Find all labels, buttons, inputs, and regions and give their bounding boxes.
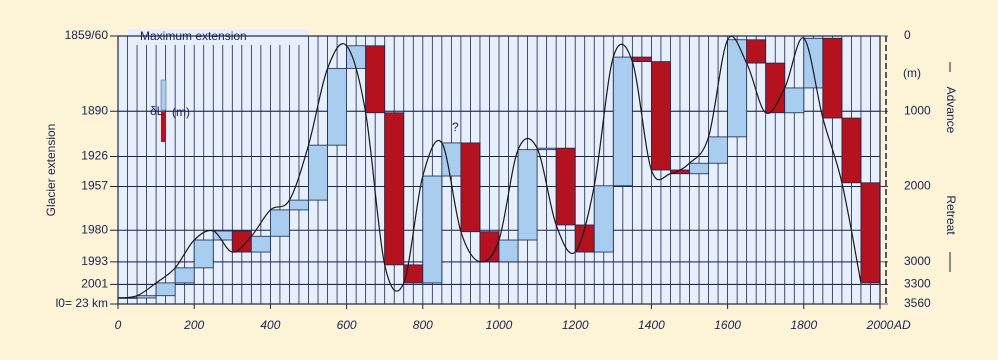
annotation-box: [128, 29, 308, 45]
x-tick-label: 200: [183, 318, 204, 332]
bar-advance: [536, 147, 557, 151]
bar-advance: [155, 282, 176, 297]
legend-advance: [160, 79, 167, 111]
bar-retreat: [555, 147, 576, 226]
y-tick-label: 1890: [81, 103, 108, 117]
bar-advance: [422, 175, 443, 284]
y2-tick-label: 0: [904, 28, 911, 42]
bars: [118, 37, 881, 299]
bar-retreat: [860, 182, 881, 284]
bar-retreat: [822, 37, 843, 119]
y-tick-label: 1980: [81, 222, 108, 236]
bar-advance: [612, 56, 633, 187]
x-tick-label: 400: [260, 318, 280, 332]
y2-tick-label: 3300: [904, 277, 931, 291]
smoothed-curve: [117, 35, 862, 299]
y2-label-advance: Advance: [944, 87, 958, 134]
y2-tick-label: 2000: [904, 179, 931, 193]
legend-retreat: [161, 112, 166, 142]
axes: 1859/60 1890 1926 1957 1980 1993 2001 l0= 23 km…: [56, 28, 931, 332]
x-tick-label: 1400: [638, 318, 665, 332]
bar-retreat: [841, 117, 862, 184]
y-tick-label: 2001: [81, 277, 108, 291]
x-suffix: AD: [893, 318, 911, 332]
bar-advance: [250, 235, 271, 253]
y2-label-retreat: Retreat: [944, 195, 958, 235]
bar-advance: [269, 209, 290, 237]
x-tick-label: 0: [115, 318, 122, 332]
bar-retreat: [631, 56, 652, 62]
bar-advance: [593, 185, 614, 253]
bar-advance: [174, 267, 195, 284]
y-tick-label: 1993: [81, 254, 108, 268]
bar-retreat: [765, 62, 786, 114]
y-tick-label: 1859/60: [65, 28, 109, 42]
bar-advance: [784, 87, 805, 114]
bar-advance: [517, 149, 538, 241]
y-tick-label: 1957: [81, 179, 108, 193]
bar-retreat: [365, 45, 386, 114]
question-mark: ?: [452, 120, 459, 134]
bar-advance: [498, 239, 519, 263]
bar-retreat: [651, 61, 671, 171]
bar-retreat: [460, 142, 481, 233]
bar-retreat: [746, 39, 767, 64]
bar-advance: [327, 67, 347, 146]
x-tick-label: 1800: [790, 318, 817, 332]
bar-retreat: [384, 112, 405, 266]
x-tick-label: 1200: [562, 318, 589, 332]
bar-advance: [136, 295, 157, 299]
bar-advance: [727, 39, 748, 138]
legend-unit: (m): [172, 105, 190, 119]
y-axis-label: Glacier extension: [44, 124, 58, 217]
bar-retreat: [231, 230, 252, 253]
bar-advance: [308, 144, 328, 201]
x-tick-label: 800: [413, 318, 433, 332]
x-tick-label: 600: [337, 318, 357, 332]
y2-tick-label: 1000: [904, 103, 931, 117]
y2-unit: (m): [903, 66, 921, 80]
y-tick-label: l0= 23 km: [56, 296, 108, 310]
x-tick-label: 1000: [486, 318, 513, 332]
bar-advance: [708, 136, 728, 164]
bar-advance: [689, 162, 709, 175]
y2-tick-label: 3560: [904, 296, 931, 310]
curve-layer: [117, 35, 862, 299]
x-tick-label: 1600: [714, 318, 741, 332]
bar-advance: [193, 239, 214, 269]
y-tick-label: 1926: [81, 149, 108, 163]
bar-advance: [289, 199, 309, 211]
legend-symbol: δL: [150, 104, 164, 118]
y2-tick-label: 3000: [904, 254, 931, 268]
bar-advance: [441, 142, 462, 177]
x-tick-label: 2000: [866, 318, 894, 332]
